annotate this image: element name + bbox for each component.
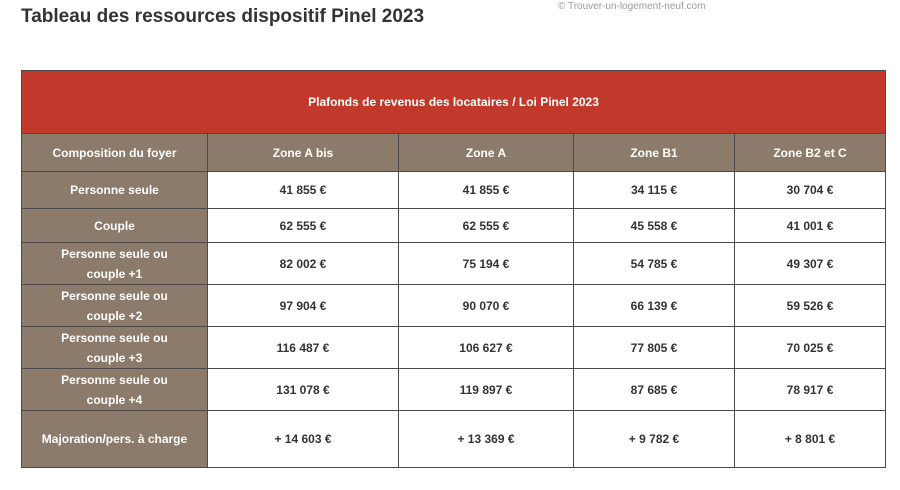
copyright-watermark: © Trouver-un-logement-neuf.com [558, 1, 706, 12]
row-label-line: Personne seule [70, 183, 159, 197]
row-label-line: Personne seule ou [61, 288, 168, 303]
table-cell: + 8 801 € [733, 410, 887, 468]
row-label: Personne seule [21, 171, 208, 209]
column-header-zone-a: Zone A [398, 133, 574, 172]
table-cell: 131 078 € [207, 368, 399, 411]
table-row: Personne seule ou couple +2 97 904 € 90 0… [21, 284, 887, 327]
table-cell: 119 897 € [398, 368, 574, 411]
column-header-zone-b1: Zone B1 [573, 133, 735, 172]
row-label: Majoration/pers. à charge [21, 410, 208, 468]
table-cell: 62 555 € [207, 208, 399, 243]
row-label: Personne seule ou couple +4 [21, 368, 208, 411]
row-label-line: Couple [94, 218, 135, 233]
row-label-line: couple +2 [86, 308, 143, 323]
row-label: Couple [21, 208, 208, 243]
row-label-line: Personne seule ou [61, 330, 168, 345]
table-row: Personne seule 41 855 € 41 855 € 34 115 … [21, 171, 887, 209]
row-label-line: couple +1 [86, 266, 143, 281]
row-label: Personne seule ou couple +1 [21, 242, 208, 285]
table-cell: 90 070 € [398, 284, 574, 327]
table-cell: 49 307 € [733, 242, 887, 285]
table-cell: + 13 369 € [398, 410, 574, 468]
row-label-line: Majoration/pers. à charge [41, 432, 188, 446]
row-label-line: couple +3 [86, 350, 143, 365]
table-cell: 87 685 € [573, 368, 735, 411]
table-cell: 66 139 € [573, 284, 735, 327]
table-cell: 54 785 € [573, 242, 735, 285]
table-cell: 34 115 € [573, 171, 735, 209]
table-row: Majoration/pers. à charge + 14 603 € + 1… [21, 410, 887, 468]
page-title: Tableau des ressources dispositif Pinel … [21, 6, 425, 27]
table-cell: 41 855 € [398, 171, 574, 209]
table-cell: 41 001 € [733, 208, 887, 243]
table-cell: 62 555 € [398, 208, 574, 243]
table-cell: 75 194 € [398, 242, 574, 285]
table-cell: 30 704 € [733, 171, 887, 209]
table-cell: 97 904 € [207, 284, 399, 327]
table-row: Personne seule ou couple +3 116 487 € 106… [21, 326, 887, 369]
row-label-line: couple +4 [86, 392, 143, 407]
row-label-line: Personne seule ou [61, 372, 168, 387]
table-cell: + 9 782 € [573, 410, 735, 468]
column-header-zone-a-bis: Zone A bis [207, 133, 399, 172]
table-cell: 77 805 € [573, 326, 735, 369]
table-cell: 70 025 € [733, 326, 887, 369]
column-header-zone-b2-c: Zone B2 et C [733, 133, 887, 172]
row-label: Personne seule ou couple +2 [21, 284, 208, 327]
table-cell: 45 558 € [573, 208, 735, 243]
table-cell: 106 627 € [398, 326, 574, 369]
income-ceiling-table: Plafonds de revenus des locataires / Loi… [20, 70, 887, 468]
table-cell: 82 002 € [207, 242, 399, 285]
table-row: Personne seule ou couple +4 131 078 € 119… [21, 368, 887, 411]
table-row: Couple 62 555 € 62 555 € 45 558 € 41 001… [21, 208, 887, 243]
table-banner: Plafonds de revenus des locataires / Loi… [20, 70, 887, 134]
table-cell: + 14 603 € [207, 410, 399, 468]
row-label: Personne seule ou couple +3 [21, 326, 208, 369]
table-cell: 116 487 € [207, 326, 399, 369]
table-cell: 78 917 € [733, 368, 887, 411]
row-label-line: Personne seule ou [61, 246, 168, 261]
table-cell: 59 526 € [733, 284, 887, 327]
table-cell: 41 855 € [207, 171, 399, 209]
column-header-composition: Composition du foyer [21, 133, 208, 172]
table-row: Personne seule ou couple +1 82 002 € 75 1… [21, 242, 887, 285]
